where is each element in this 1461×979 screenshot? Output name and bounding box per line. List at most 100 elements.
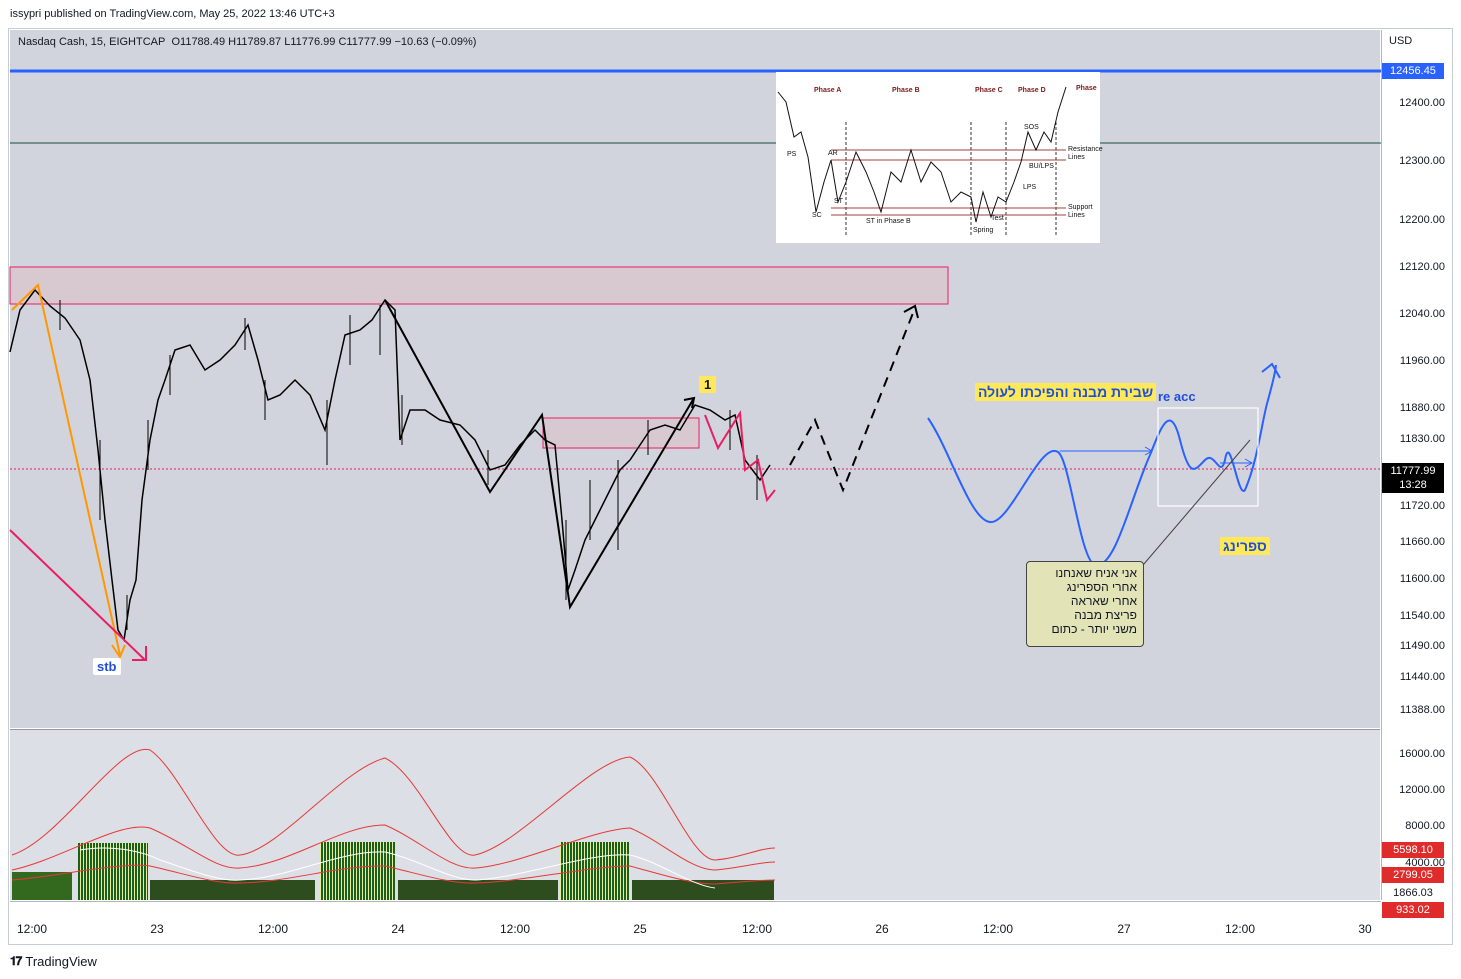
blue-arrowhead <box>1261 362 1281 379</box>
volume-tick: 12000.00 <box>1399 784 1445 796</box>
countdown-badge: 13:28 <box>1382 477 1444 493</box>
note-line: אני אניח שאנחנו <box>1055 566 1137 580</box>
wyckoff-phase: Phase D <box>1018 87 1046 94</box>
wyckoff-label: PS <box>787 151 797 158</box>
wyckoff-label: SC <box>812 212 822 219</box>
red-zigzag <box>704 409 776 503</box>
wyckoff-schematic-drawing <box>777 86 1067 237</box>
volume-badge: 933.02 <box>1382 902 1444 918</box>
wyckoff-label: LPS <box>1023 184 1037 191</box>
time-tick: 23 <box>150 922 164 936</box>
pane-separator[interactable] <box>10 729 1380 730</box>
volume-bars <box>12 842 774 900</box>
last-price-badge: 11777.99 <box>1382 463 1444 479</box>
time-tick: 30 <box>1358 922 1372 936</box>
wyckoff-label: SOS <box>1024 124 1039 131</box>
re-acc-label[interactable]: re acc <box>1158 389 1196 404</box>
note-line: משני יותר - כתום <box>1051 622 1137 636</box>
currency-label: USD <box>1389 35 1413 47</box>
price-tick: 11720.00 <box>1399 500 1445 512</box>
time-tick: 26 <box>875 922 889 936</box>
legend-symbol: Nasdaq Cash, 15, EIGHTCAP <box>18 36 166 48</box>
footer-text: TradingView <box>25 954 97 969</box>
volume-band-upper <box>11 748 776 861</box>
wyckoff-label: Support Lines <box>1068 204 1093 219</box>
volume-pane[interactable] <box>10 730 1380 900</box>
black-zigzag <box>384 299 695 610</box>
time-tick: 12:00 <box>499 922 531 936</box>
pink-arrowhead <box>132 646 147 661</box>
time-tick: 12:00 <box>741 922 773 936</box>
volume-tick: 8000.00 <box>1405 820 1445 832</box>
time-tick: 12:00 <box>1224 922 1256 936</box>
orange-structure <box>11 283 121 656</box>
time-axis[interactable] <box>10 901 1381 944</box>
time-tick: 12:00 <box>16 922 48 936</box>
price-tick: 12400.00 <box>1399 97 1445 109</box>
range-zone <box>542 417 700 449</box>
spring-label[interactable]: ספרינג <box>1220 537 1270 555</box>
structure-break-label[interactable]: שבירת מבנה והפיכתו לעולה <box>975 383 1157 401</box>
orange-arrowhead <box>111 644 126 660</box>
price-path <box>9 288 771 643</box>
wyckoff-phase: Phase <box>1076 85 1097 92</box>
price-tick: 12300.00 <box>1399 155 1445 167</box>
volume-badge: 5598.10 <box>1382 842 1444 858</box>
wyckoff-phase: Phase A <box>814 87 842 94</box>
price-pane[interactable] <box>10 30 1380 728</box>
blue-projection-curve <box>927 364 1277 567</box>
dashed-arrowhead <box>903 304 919 319</box>
volume-ma <box>79 847 716 889</box>
price-tick: 11490.00 <box>1399 640 1445 652</box>
spring-box <box>1157 407 1259 507</box>
time-tick: 27 <box>1117 922 1131 936</box>
wyckoff-phase: Phase B <box>892 87 920 94</box>
tradingview-logo-icon: 𝟏𝟕 <box>10 954 22 968</box>
price-tick: 12200.00 <box>1399 214 1445 226</box>
price-tick: 11880.00 <box>1399 402 1445 414</box>
dashed-projection <box>789 307 916 493</box>
volume-badge: 2799.05 <box>1382 867 1444 883</box>
price-tick: 11600.00 <box>1399 573 1445 585</box>
wave-1-label[interactable]: 1 <box>699 376 717 393</box>
note-line: אחרי שאראה <box>1070 594 1137 608</box>
price-tick: 11440.00 <box>1399 671 1445 683</box>
wyckoff-schematic-image[interactable]: Phase A Phase B Phase C Phase D Phase PS… <box>776 72 1103 243</box>
price-tick: 11660.00 <box>1399 536 1445 548</box>
price-tick: 11830.00 <box>1399 433 1445 445</box>
wyckoff-label: ST <box>834 198 843 205</box>
volume-band-lower <box>11 864 776 885</box>
note-line: פריצת מבנה <box>1074 608 1137 622</box>
legend-ohlc: O11788.49 H11789.87 L11776.99 C11777.99 … <box>171 36 477 48</box>
wyckoff-label: AR <box>828 150 838 157</box>
note-pointer <box>1131 439 1251 579</box>
publisher-line: issypri published on TradingView.com, Ma… <box>10 8 335 20</box>
price-tick: 12040.00 <box>1399 308 1445 320</box>
stb-label[interactable]: stb <box>93 658 121 675</box>
chart-legend: Nasdaq Cash, 15, EIGHTCAP O11788.49 H117… <box>18 36 476 48</box>
price-tick: 11540.00 <box>1399 610 1445 622</box>
pink-trendline <box>9 529 146 661</box>
wyckoff-phase: Phase C <box>975 87 1003 94</box>
time-tick: 12:00 <box>982 922 1014 936</box>
volume-badge: 1866.03 <box>1382 885 1444 901</box>
time-tick: 24 <box>391 922 405 936</box>
wyckoff-label: Test <box>991 215 1004 222</box>
callout-note[interactable]: אני אניח שאנחנו אחרי הספרינג אחרי שאראה … <box>1026 561 1144 647</box>
volume-tick: 4000.00 <box>1405 857 1445 869</box>
black-arrowhead <box>683 396 696 409</box>
footer-brand[interactable]: 𝟏𝟕 TradingView <box>10 954 97 969</box>
price-tick: 11960.00 <box>1399 355 1445 367</box>
line-price-badge: 12456.45 <box>1382 63 1444 79</box>
price-tick: 11388.00 <box>1399 704 1445 716</box>
candle-noise <box>59 300 758 630</box>
time-tick: 25 <box>633 922 647 936</box>
wyckoff-label: Resistance Lines <box>1068 146 1103 161</box>
price-tick: 12120.00 <box>1399 261 1445 273</box>
supply-zone <box>9 266 949 305</box>
wyckoff-label: ST in Phase B <box>866 218 911 225</box>
wyckoff-label: Spring <box>973 227 994 234</box>
note-line: אחרי הספרינג <box>1066 580 1137 594</box>
volume-band-mid <box>11 824 776 871</box>
